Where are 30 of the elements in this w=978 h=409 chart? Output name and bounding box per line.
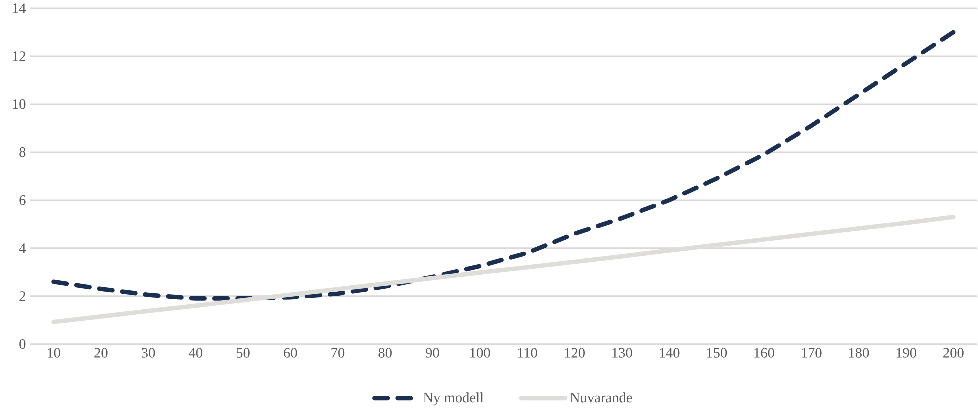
x-tick-label: 70	[332, 348, 345, 358]
x-tick-label: 80	[378, 348, 392, 358]
y-tick-label: 6	[20, 196, 26, 206]
y-tick-label: 4	[19, 244, 26, 254]
legend-label: Nuvarande	[570, 392, 632, 403]
x-tick-label: 90	[426, 348, 440, 358]
x-tick-label: 110	[518, 348, 538, 358]
x-tick-label: 190	[896, 348, 916, 358]
x-tick-label: 100	[470, 348, 490, 358]
x-tick-label: 30	[142, 348, 156, 358]
x-tick-label: 150	[707, 348, 728, 358]
y-tick-label: 0	[20, 340, 26, 350]
x-tick-label: 60	[284, 348, 298, 358]
y-tick-label: 8	[20, 148, 26, 158]
x-tick-label: 40	[189, 348, 203, 358]
x-tick-label: 180	[849, 348, 870, 358]
x-tick-label: 130	[612, 348, 632, 358]
x-tick-label: 170	[802, 348, 822, 358]
y-tick-label: 2	[20, 292, 26, 302]
x-tick-label: 160	[754, 348, 774, 358]
x-tick-label: 140	[660, 348, 680, 358]
x-tick-label: 20	[94, 348, 108, 358]
legend-label: Ny modell	[424, 392, 484, 406]
x-tick-label: 120	[565, 348, 585, 358]
x-tick-label: 50	[236, 348, 250, 358]
y-tick-label: 12	[13, 52, 26, 62]
x-tick-label: 200	[944, 348, 964, 358]
y-tick-label: 10	[13, 100, 26, 110]
x-tick-label: 10	[48, 348, 60, 358]
y-tick-label: 14	[13, 4, 26, 14]
